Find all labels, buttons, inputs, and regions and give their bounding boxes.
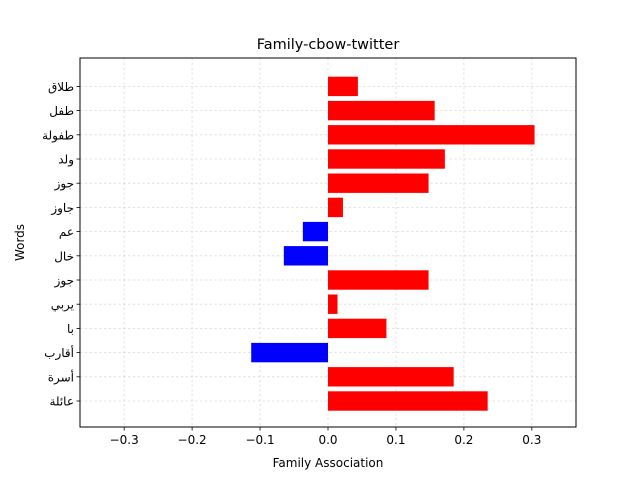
- x-axis-label: Family Association: [273, 456, 384, 470]
- y-tick-label: عم: [59, 225, 74, 239]
- bar: [328, 100, 435, 121]
- x-tick-label: 0.3: [522, 433, 541, 447]
- bar: [328, 270, 429, 290]
- x-tick-label: −0.3: [110, 433, 139, 447]
- y-tick-label: جاوز: [50, 201, 74, 216]
- y-tick-label: يربي: [51, 298, 74, 313]
- bar: [328, 197, 343, 218]
- y-axis-label: Words: [13, 224, 27, 261]
- x-tick-label: −0.2: [178, 433, 207, 447]
- chart-title: Family-cbow-twitter: [257, 37, 400, 53]
- x-axis-ticks: −0.3 −0.2 −0.1 0.0 0.1 0.2 0.3: [110, 427, 541, 447]
- y-tick-label: جوز: [54, 177, 74, 192]
- bar: [328, 294, 338, 314]
- bar: [328, 367, 454, 387]
- bar: [251, 342, 328, 363]
- bar: [283, 246, 328, 266]
- y-tick-label: با: [67, 322, 74, 336]
- y-tick-label: طفل: [49, 104, 74, 118]
- bar: [328, 318, 387, 339]
- x-tick-label: −0.1: [245, 433, 274, 447]
- bar: [328, 125, 535, 145]
- y-tick-label: طلاق: [48, 80, 74, 94]
- bar: [328, 149, 445, 169]
- y-tick-label: عائلة: [49, 395, 74, 409]
- y-axis-ticks: عائلة أسرة أقارب با يربي جوز خال عم جاوز جوز ولد طف…: [42, 80, 80, 409]
- y-tick-label: أسرة: [48, 369, 74, 385]
- bar: [302, 221, 328, 242]
- x-tick-label: 0.0: [318, 433, 337, 447]
- y-tick-label: ولد: [58, 153, 74, 168]
- bar: [328, 76, 358, 97]
- bars: [251, 76, 535, 411]
- x-tick-label: 0.2: [454, 433, 473, 447]
- y-tick-label: طفولة: [42, 128, 74, 143]
- bar: [328, 173, 429, 193]
- y-tick-label: جوز: [54, 274, 74, 289]
- bar: [328, 391, 488, 411]
- y-tick-label: أقارب: [44, 345, 74, 361]
- y-tick-label: خال: [54, 249, 74, 263]
- x-tick-label: 0.1: [386, 433, 405, 447]
